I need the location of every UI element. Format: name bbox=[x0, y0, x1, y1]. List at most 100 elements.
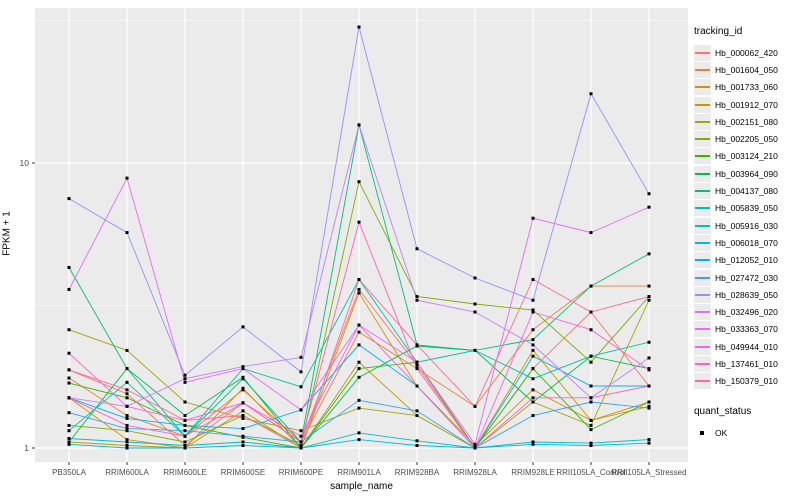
data-point bbox=[241, 427, 245, 431]
data-point bbox=[415, 363, 419, 367]
legend-line-sample bbox=[695, 51, 710, 54]
legend-item-Hb_150379_010: Hb_150379_010 bbox=[694, 373, 798, 390]
data-point bbox=[589, 354, 593, 358]
data-point bbox=[531, 308, 535, 312]
legend-key-swatch bbox=[694, 321, 711, 338]
data-point bbox=[589, 418, 593, 422]
data-point bbox=[241, 377, 245, 381]
data-point bbox=[357, 375, 361, 379]
data-point bbox=[589, 423, 593, 427]
legend-item-Hb_049944_010: Hb_049944_010 bbox=[694, 338, 798, 355]
legend-line-sample bbox=[695, 293, 710, 296]
data-point bbox=[531, 442, 535, 446]
data-point bbox=[125, 416, 129, 420]
data-point bbox=[67, 328, 71, 332]
x-tick-label: RRII105LA_Stressed bbox=[611, 468, 686, 477]
data-point bbox=[241, 365, 245, 369]
data-point bbox=[589, 444, 593, 448]
data-point bbox=[357, 220, 361, 224]
data-point bbox=[241, 416, 245, 420]
data-point bbox=[531, 328, 535, 332]
data-point bbox=[241, 388, 245, 392]
data-point bbox=[67, 423, 71, 427]
data-point bbox=[183, 429, 187, 433]
data-point bbox=[647, 205, 651, 209]
data-point bbox=[647, 356, 651, 360]
data-point bbox=[647, 400, 651, 404]
data-point bbox=[531, 367, 535, 371]
legend-item-label: Hb_049944_010 bbox=[715, 341, 778, 352]
legend-key-swatch bbox=[694, 113, 711, 130]
legend-item-label: Hb_000062_420 bbox=[715, 47, 778, 58]
legend-line-sample bbox=[695, 207, 710, 210]
data-point bbox=[647, 252, 651, 256]
x-tick-label: RRIM600SE bbox=[221, 468, 265, 477]
legend-key-swatch bbox=[694, 424, 711, 441]
legend-key-swatch bbox=[694, 131, 711, 148]
legend-line-sample bbox=[695, 241, 710, 244]
legend-line-sample bbox=[695, 120, 710, 123]
legend-line-sample bbox=[695, 224, 710, 227]
plot-panel bbox=[35, 8, 688, 462]
data-point bbox=[647, 384, 651, 388]
legend-item-Hb_012052_010: Hb_012052_010 bbox=[694, 252, 798, 269]
data-point bbox=[647, 295, 651, 299]
y-tick-label: 10 bbox=[20, 158, 30, 168]
data-point bbox=[415, 384, 419, 388]
data-point bbox=[125, 176, 129, 180]
data-point bbox=[357, 431, 361, 435]
data-point bbox=[357, 323, 361, 327]
data-point bbox=[67, 442, 71, 446]
data-point bbox=[67, 411, 71, 415]
data-point bbox=[531, 278, 535, 282]
data-point bbox=[183, 377, 187, 381]
x-tick-label: RRIM928LA bbox=[453, 468, 497, 477]
x-tick-label: RRIM600LA bbox=[105, 468, 149, 477]
x-tick-label: PB350LA bbox=[52, 468, 86, 477]
legend-line-sample bbox=[695, 259, 710, 262]
legend-item-label: Hb_003964_090 bbox=[715, 168, 778, 179]
legend-line-sample bbox=[695, 345, 710, 348]
data-point bbox=[531, 338, 535, 342]
data-point bbox=[415, 295, 419, 299]
data-point bbox=[531, 354, 535, 358]
data-point bbox=[125, 396, 129, 400]
data-point bbox=[241, 409, 245, 413]
data-point bbox=[67, 436, 71, 440]
data-point bbox=[125, 231, 129, 235]
data-point bbox=[241, 434, 245, 438]
data-point bbox=[357, 360, 361, 364]
data-point bbox=[241, 401, 245, 405]
data-point bbox=[183, 440, 187, 444]
data-point bbox=[125, 380, 129, 384]
data-point bbox=[531, 310, 535, 314]
data-point bbox=[183, 423, 187, 427]
data-point bbox=[183, 434, 187, 438]
data-point bbox=[589, 441, 593, 445]
legend-item-Hb_028639_050: Hb_028639_050 bbox=[694, 286, 798, 303]
legend-item-label: Hb_137461_010 bbox=[715, 358, 778, 369]
data-point bbox=[125, 414, 129, 418]
y-axis-title: FPKM + 1 bbox=[1, 211, 13, 256]
data-point bbox=[415, 247, 419, 251]
data-point bbox=[531, 396, 535, 400]
data-point bbox=[357, 291, 361, 295]
legend-item-label: Hb_006018_070 bbox=[715, 237, 778, 248]
legend-line-sample bbox=[695, 86, 710, 89]
data-point bbox=[473, 302, 477, 306]
data-point bbox=[415, 343, 419, 347]
legend-key-swatch bbox=[694, 355, 711, 372]
data-point bbox=[183, 446, 187, 450]
data-point bbox=[299, 385, 303, 389]
chart-canvas: 1 10 PB350LA RRIM600LA RRIM600LE RRIM600SE RRI… bbox=[20, 8, 688, 477]
data-point bbox=[183, 444, 187, 448]
data-point bbox=[241, 440, 245, 444]
x-tick-label: RRIM928LE bbox=[511, 468, 555, 477]
legend-item-Hb_001733_060: Hb_001733_060 bbox=[694, 79, 798, 96]
legend-line-sample bbox=[695, 103, 710, 106]
legend-item-Hb_027472_030: Hb_027472_030 bbox=[694, 269, 798, 286]
data-point bbox=[647, 441, 651, 445]
data-point bbox=[357, 438, 361, 442]
legend-item-label: Hb_033363_070 bbox=[715, 324, 778, 335]
legend-item-Hb_001604_050: Hb_001604_050 bbox=[694, 61, 798, 78]
